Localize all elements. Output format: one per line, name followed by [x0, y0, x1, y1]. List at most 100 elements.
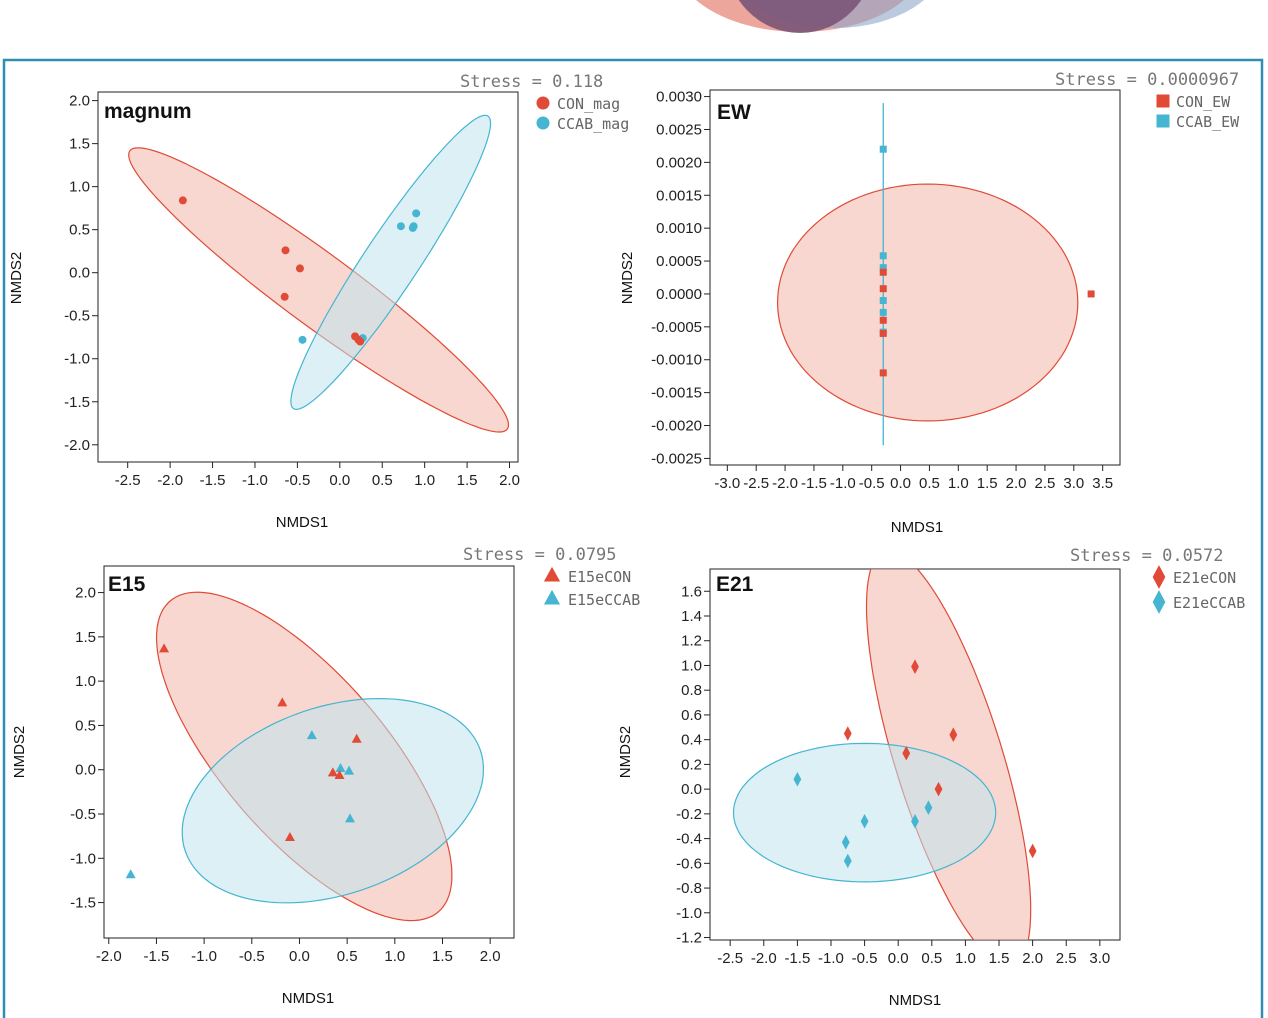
ccab-data-point [396, 222, 405, 231]
y-tick-label: -0.0015 [651, 385, 702, 402]
y-tick-label: 0.2 [681, 756, 702, 773]
y-tick-label: -0.0025 [651, 450, 702, 467]
y-tick-label: 2.0 [75, 585, 96, 602]
y-tick-label: -0.5 [70, 806, 96, 823]
y-tick-label: 1.0 [681, 657, 702, 674]
x-axis-label: NMDS1 [282, 990, 335, 1007]
x-tick-label: -1.5 [144, 948, 170, 965]
figure-frame [2, 58, 1264, 1018]
legend-marker-ccab [543, 589, 561, 605]
x-axis-label: NMDS1 [891, 519, 944, 536]
y-tick-label: -1.2 [676, 930, 702, 947]
legend: E15eCON E15eCCAB [543, 566, 640, 609]
legend: CON_mag CCAB_mag [536, 95, 629, 133]
con-data-point [949, 727, 958, 742]
legend: E21eCON E21eCCAB [1152, 565, 1245, 614]
panel-ew: -3.0 -2.5 -2.0 -1.5 -1.0 -0.5 0.0 0.5 1.0 1.5 2.0 2… [619, 70, 1240, 536]
panel-title: E15 [108, 573, 146, 596]
y-tick-label: 0.0 [75, 762, 96, 779]
con-data-point [879, 329, 887, 337]
ccab-data-point [412, 209, 421, 218]
con-data-point [295, 264, 304, 273]
y-tick-label: 1.6 [681, 583, 702, 600]
x-tick-label: -1.5 [200, 472, 226, 489]
y-tick-label: -1.0 [676, 905, 702, 922]
ccab-data-point [125, 869, 136, 879]
y-axis-label: NMDS2 [619, 252, 636, 305]
y-tick-label: 1.0 [75, 673, 96, 690]
ccab-data-point [879, 308, 887, 316]
x-tick-label: 3.0 [1063, 475, 1084, 492]
y-tick-label: -0.8 [676, 880, 702, 897]
con-data-point [351, 733, 362, 743]
legend-label-con: E21eCON [1173, 569, 1236, 587]
y-axis-label: NMDS2 [617, 726, 634, 779]
ccab-data-point [335, 762, 346, 772]
y-tick-label: 0.0 [681, 781, 702, 798]
legend-label-ccab: E21eCCAB [1173, 594, 1245, 612]
legend-marker-con [543, 566, 561, 582]
x-tick-label: -0.5 [859, 475, 885, 492]
x-tick-label: -1.0 [242, 472, 268, 489]
y-tick-label: -0.4 [676, 831, 702, 848]
x-tick-label: 1.0 [384, 948, 405, 965]
con-data-point [281, 246, 290, 255]
ccab-data-point [793, 771, 802, 787]
y-tick-label: -0.6 [676, 855, 702, 872]
con-data-point [327, 767, 338, 777]
x-tick-label: 0.0 [890, 475, 911, 492]
panel-e15: -2.0 -1.5 -1.0 -0.5 0.0 0.5 1.0 1.5 2.0 2.0 1.5 1.… [11, 545, 640, 1007]
ccab-data-point [879, 252, 887, 260]
con-data-point [879, 268, 887, 276]
y-tick-label: 2.0 [69, 93, 90, 110]
x-tick-label: 0.5 [921, 950, 942, 967]
y-tick-label: -1.0 [70, 850, 96, 867]
legend-marker-ccab [1152, 590, 1166, 614]
stress-value: Stress = 0.118 [460, 72, 603, 92]
y-tick-label: 0.8 [681, 682, 702, 699]
x-tick-label: -1.0 [818, 950, 844, 967]
legend-marker-con [536, 96, 550, 110]
con-data-point [159, 643, 170, 653]
ccab-data-point [879, 264, 887, 272]
x-tick-label: 1.0 [955, 950, 976, 967]
legend-label-con: E15eCON [568, 568, 631, 586]
y-tick-label: -1.5 [64, 394, 90, 411]
y-tick-label: -0.0010 [651, 352, 702, 369]
x-tick-label: -2.5 [115, 472, 141, 489]
x-tick-label: -2.0 [96, 948, 122, 965]
x-tick-label: 0.0 [329, 472, 350, 489]
stress-value: Stress = 0.0000967 [1055, 70, 1239, 90]
panel-title: EW [717, 101, 751, 124]
ccab-data-point [911, 814, 919, 829]
ccab-data-point [879, 145, 887, 153]
y-axis-label: NMDS2 [8, 252, 25, 305]
y-tick-label: 0.0010 [656, 220, 702, 237]
con-data-point [911, 659, 919, 674]
con-data-point [879, 285, 887, 293]
ccab-confidence-ellipse [290, 114, 492, 411]
y-tick-label: -0.0020 [651, 418, 702, 435]
x-tick-label: 1.5 [457, 472, 478, 489]
legend-label-ccab: CCAB_EW [1176, 113, 1240, 131]
y-tick-label: 1.2 [681, 633, 702, 650]
legend-label-con: CON_mag [557, 95, 620, 113]
y-tick-label: 0.0000 [656, 286, 702, 303]
x-tick-label: -2.5 [743, 475, 769, 492]
x-tick-label: 2.5 [1056, 950, 1077, 967]
y-tick-label: 1.5 [75, 629, 96, 646]
ccab-data-point [306, 730, 317, 740]
ccab-data-point [408, 223, 417, 232]
legend-label-con: CON_EW [1176, 93, 1231, 111]
panel-magnum: -2.5 -2.0 -1.5 -1.0 -0.5 0.0 0.5 1.0 1.5 2.0 2.0 1… [8, 72, 629, 531]
legend-marker-ccab [536, 116, 550, 130]
x-tick-label: 2.0 [1022, 950, 1043, 967]
y-tick-label: 0.5 [69, 222, 90, 239]
x-tick-label: -0.5 [239, 948, 265, 965]
x-tick-label: 1.0 [948, 475, 969, 492]
ccab-data-point [344, 765, 355, 775]
con-data-point [934, 781, 943, 797]
y-tick-label: 1.5 [69, 136, 90, 153]
x-tick-label: 1.5 [432, 948, 453, 965]
